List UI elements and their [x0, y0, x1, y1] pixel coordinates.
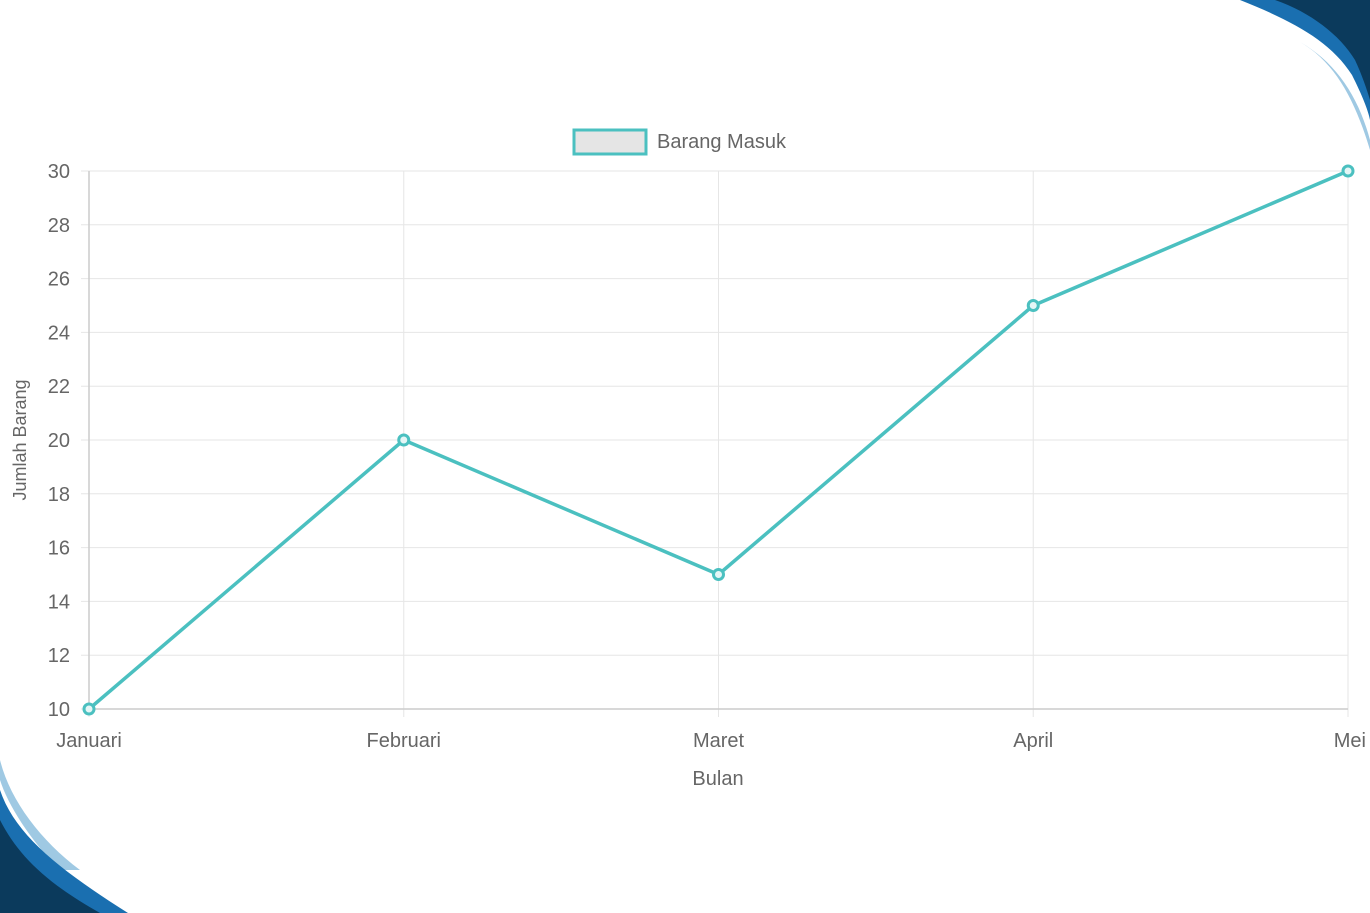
legend-label[interactable]: Barang Masuk: [657, 131, 787, 153]
y-tick-label: 16: [48, 538, 70, 560]
x-axis-ticks: Januari Februari Maret April Mei: [56, 730, 1366, 752]
y-tick-label: 30: [48, 161, 70, 183]
legend[interactable]: Barang Masuk: [572, 128, 787, 156]
data-point[interactable]: [1341, 164, 1355, 178]
y-tick-label: 20: [48, 430, 70, 452]
y-axis-title: Jumlah Barang: [10, 379, 30, 500]
x-tick-label: Januari: [56, 730, 122, 752]
y-tick-label: 12: [48, 645, 70, 667]
data-point[interactable]: [82, 702, 96, 716]
axes: [88, 171, 1348, 710]
y-tick-label: 22: [48, 376, 70, 398]
data-point[interactable]: [712, 568, 725, 581]
x-tick-label: Februari: [367, 730, 441, 752]
series-barang-masuk: [82, 164, 1355, 716]
decor-wave-dark: [0, 820, 100, 913]
corner-decoration-top-right: [1240, 0, 1370, 150]
x-axis-title: Bulan: [692, 768, 743, 790]
y-tick-label: 10: [48, 699, 70, 721]
corner-decoration-bottom-left: [0, 760, 128, 913]
x-tick-label: April: [1013, 730, 1053, 752]
y-tick-label: 18: [48, 484, 70, 506]
data-point[interactable]: [1026, 299, 1040, 312]
decor-wave-dark: [1275, 0, 1370, 100]
x-tick-label: Mei: [1334, 730, 1366, 752]
data-point[interactable]: [397, 433, 411, 447]
y-tick-label: 24: [48, 322, 70, 344]
y-tick-label: 26: [48, 269, 70, 291]
y-tick-label: 28: [48, 215, 70, 237]
y-tick-label: 14: [48, 591, 70, 613]
legend-swatch[interactable]: [572, 128, 648, 156]
y-axis-ticks: 10 12 14 16 18 20 22 24 26 28 30: [48, 161, 70, 721]
x-tick-label: Maret: [693, 730, 745, 752]
